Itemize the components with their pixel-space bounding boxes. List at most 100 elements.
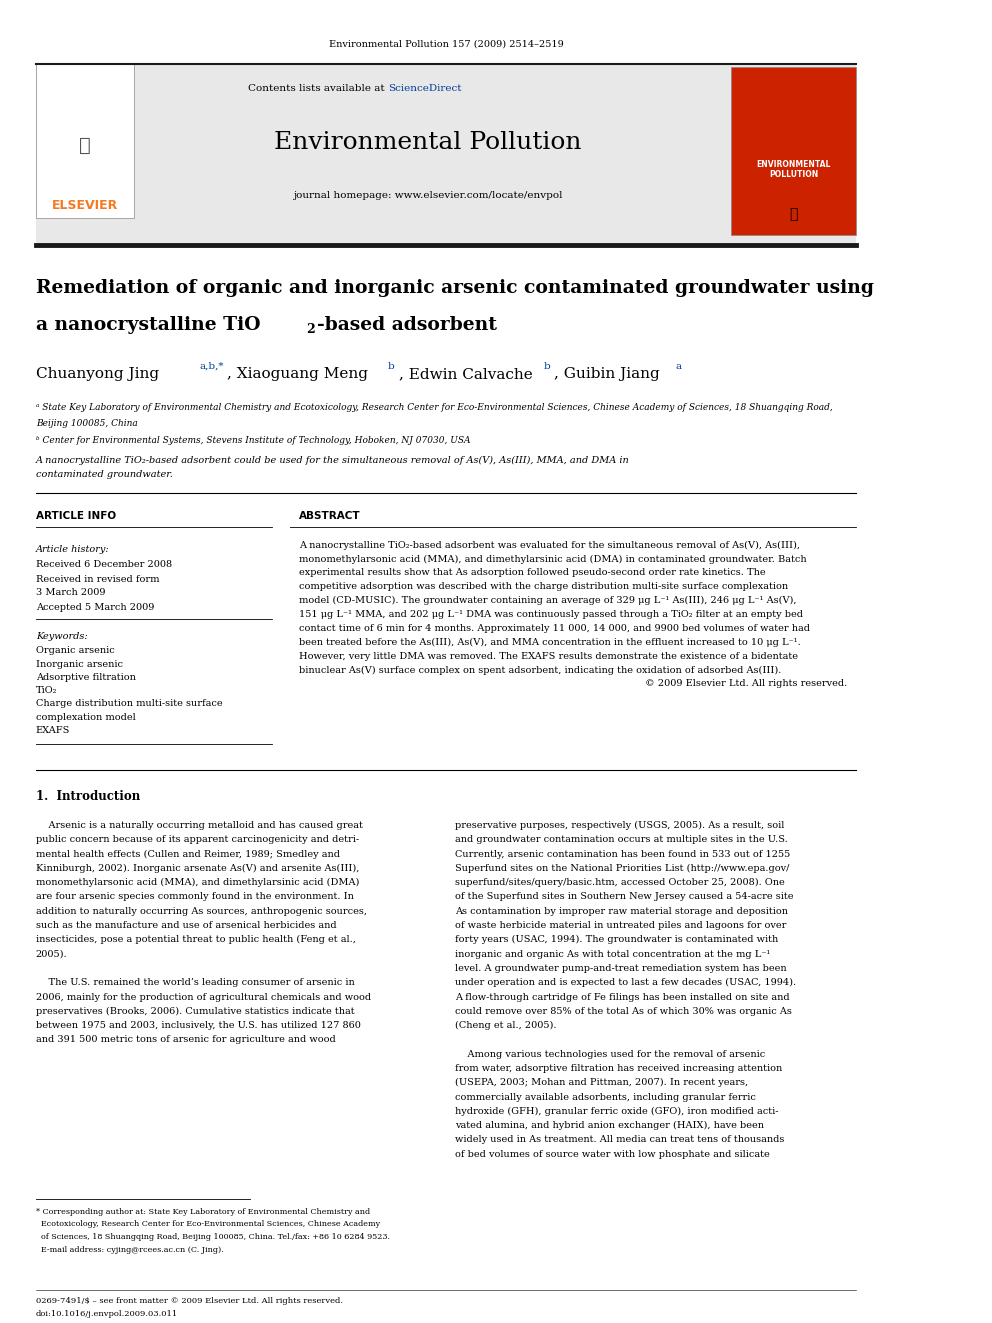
Text: 1.  Introduction: 1. Introduction bbox=[36, 790, 140, 803]
Text: Environmental Pollution: Environmental Pollution bbox=[275, 131, 582, 155]
Text: 🌳: 🌳 bbox=[79, 136, 90, 155]
Text: A nanocrystalline TiO₂-based adsorbent was evaluated for the simultaneous remova: A nanocrystalline TiO₂-based adsorbent w… bbox=[299, 541, 800, 549]
Text: preservative purposes, respectively (USGS, 2005). As a result, soil: preservative purposes, respectively (USG… bbox=[455, 822, 785, 830]
Text: Charge distribution multi-site surface: Charge distribution multi-site surface bbox=[36, 700, 222, 708]
Text: ELSEVIER: ELSEVIER bbox=[52, 198, 118, 212]
Text: experimental results show that As adsorption followed pseudo-second order rate k: experimental results show that As adsorp… bbox=[299, 569, 766, 577]
Text: preservatives (Brooks, 2006). Cumulative statistics indicate that: preservatives (Brooks, 2006). Cumulative… bbox=[36, 1007, 354, 1016]
Text: , Edwin Calvache: , Edwin Calvache bbox=[399, 368, 533, 381]
Text: contact time of 6 min for 4 months. Approximately 11 000, 14 000, and 9900 bed v: contact time of 6 min for 4 months. Appr… bbox=[299, 624, 809, 632]
Text: are four arsenic species commonly found in the environment. In: are four arsenic species commonly found … bbox=[36, 893, 353, 901]
Text: Received 6 December 2008: Received 6 December 2008 bbox=[36, 561, 172, 569]
Text: ᵇ Center for Environmental Systems, Stevens Institute of Technology, Hoboken, NJ: ᵇ Center for Environmental Systems, Stev… bbox=[36, 437, 470, 445]
Text: Arsenic is a naturally occurring metalloid and has caused great: Arsenic is a naturally occurring metallo… bbox=[36, 822, 362, 830]
Text: Article history:: Article history: bbox=[36, 545, 109, 553]
Text: been treated before the As(III), As(V), and MMA concentration in the effluent in: been treated before the As(III), As(V), … bbox=[299, 638, 801, 647]
Text: The U.S. remained the world’s leading consumer of arsenic in: The U.S. remained the world’s leading co… bbox=[36, 978, 354, 987]
Text: -based adsorbent: -based adsorbent bbox=[316, 316, 497, 335]
Text: could remove over 85% of the total As of which 30% was organic As: could remove over 85% of the total As of… bbox=[455, 1007, 792, 1016]
Text: 151 μg L⁻¹ MMA, and 202 μg L⁻¹ DMA was continuously passed through a TiO₂ filter: 151 μg L⁻¹ MMA, and 202 μg L⁻¹ DMA was c… bbox=[299, 610, 803, 619]
Text: contaminated groundwater.: contaminated groundwater. bbox=[36, 471, 173, 479]
Bar bbox=[36, 64, 134, 218]
Bar bbox=[731, 67, 856, 235]
Text: forty years (USAC, 1994). The groundwater is contaminated with: forty years (USAC, 1994). The groundwate… bbox=[455, 935, 778, 945]
Text: As contamination by improper raw material storage and deposition: As contamination by improper raw materia… bbox=[455, 906, 788, 916]
Text: However, very little DMA was removed. The EXAFS results demonstrate the existenc: However, very little DMA was removed. Th… bbox=[299, 652, 798, 660]
Text: Currently, arsenic contamination has been found in 533 out of 1255: Currently, arsenic contamination has bee… bbox=[455, 849, 791, 859]
Text: * Corresponding author at: State Key Laboratory of Environmental Chemistry and: * Corresponding author at: State Key Lab… bbox=[36, 1208, 370, 1216]
Text: Among various technologies used for the removal of arsenic: Among various technologies used for the … bbox=[455, 1049, 765, 1058]
Text: 2006, mainly for the production of agricultural chemicals and wood: 2006, mainly for the production of agric… bbox=[36, 992, 371, 1002]
Text: Kinniburgh, 2002). Inorganic arsenate As(V) and arsenite As(III),: Kinniburgh, 2002). Inorganic arsenate As… bbox=[36, 864, 359, 873]
Text: 3 March 2009: 3 March 2009 bbox=[36, 589, 105, 597]
Text: Keywords:: Keywords: bbox=[36, 632, 87, 640]
Text: Chuanyong Jing: Chuanyong Jing bbox=[36, 368, 159, 381]
Text: doi:10.1016/j.envpol.2009.03.011: doi:10.1016/j.envpol.2009.03.011 bbox=[36, 1310, 178, 1318]
Text: a,b,*: a,b,* bbox=[199, 363, 224, 370]
Text: a: a bbox=[676, 363, 682, 370]
Text: ABSTRACT: ABSTRACT bbox=[299, 511, 360, 521]
Text: 2: 2 bbox=[306, 323, 314, 336]
Text: competitive adsorption was described with the charge distribution multi-site sur: competitive adsorption was described wit… bbox=[299, 582, 788, 591]
Text: and groundwater contamination occurs at multiple sites in the U.S.: and groundwater contamination occurs at … bbox=[455, 835, 788, 844]
Text: model (CD-MUSIC). The groundwater containing an average of 329 μg L⁻¹ As(III), 2: model (CD-MUSIC). The groundwater contai… bbox=[299, 597, 797, 605]
Text: journal homepage: www.elsevier.com/locate/envpol: journal homepage: www.elsevier.com/locat… bbox=[294, 192, 562, 200]
Text: TiO₂: TiO₂ bbox=[36, 687, 58, 695]
Text: of bed volumes of source water with low phosphate and silicate: of bed volumes of source water with low … bbox=[455, 1150, 770, 1159]
Text: Contents lists available at: Contents lists available at bbox=[248, 85, 388, 93]
Text: b: b bbox=[388, 363, 395, 370]
Text: © 2009 Elsevier Ltd. All rights reserved.: © 2009 Elsevier Ltd. All rights reserved… bbox=[645, 680, 847, 688]
Text: Inorganic arsenic: Inorganic arsenic bbox=[36, 660, 123, 668]
Text: ScienceDirect: ScienceDirect bbox=[388, 85, 461, 93]
Text: ᵃ State Key Laboratory of Environmental Chemistry and Ecotoxicology, Research Ce: ᵃ State Key Laboratory of Environmental … bbox=[36, 404, 832, 411]
Text: complexation model: complexation model bbox=[36, 713, 136, 721]
Text: hydroxide (GFH), granular ferric oxide (GFO), iron modified acti-: hydroxide (GFH), granular ferric oxide (… bbox=[455, 1107, 779, 1115]
Text: Adsorptive filtration: Adsorptive filtration bbox=[36, 673, 136, 681]
Text: 0269-7491/$ – see front matter © 2009 Elsevier Ltd. All rights reserved.: 0269-7491/$ – see front matter © 2009 El… bbox=[36, 1297, 342, 1304]
Text: 2005).: 2005). bbox=[36, 950, 67, 959]
Text: Ecotoxicology, Research Center for Eco-Environmental Sciences, Chinese Academy: Ecotoxicology, Research Center for Eco-E… bbox=[36, 1220, 380, 1229]
Text: ENVIRONMENTAL
POLLUTION: ENVIRONMENTAL POLLUTION bbox=[757, 160, 831, 179]
Text: A nanocrystalline TiO₂-based adsorbent could be used for the simultaneous remova: A nanocrystalline TiO₂-based adsorbent c… bbox=[36, 456, 630, 464]
Text: monomethylarsonic acid (MMA), and dimethylarsinic acid (DMA): monomethylarsonic acid (MMA), and dimeth… bbox=[36, 878, 359, 888]
Text: (Cheng et al., 2005).: (Cheng et al., 2005). bbox=[455, 1021, 557, 1031]
Text: vated alumina, and hybrid anion exchanger (HAIX), have been: vated alumina, and hybrid anion exchange… bbox=[455, 1121, 764, 1130]
Text: and 391 500 metric tons of arsenic for agriculture and wood: and 391 500 metric tons of arsenic for a… bbox=[36, 1036, 335, 1044]
Text: a nanocrystalline TiO: a nanocrystalline TiO bbox=[36, 316, 260, 335]
Text: mental health effects (Cullen and Reimer, 1989; Smedley and: mental health effects (Cullen and Reimer… bbox=[36, 849, 339, 859]
Text: , Xiaoguang Meng: , Xiaoguang Meng bbox=[226, 368, 368, 381]
Text: public concern because of its apparent carcinogenicity and detri-: public concern because of its apparent c… bbox=[36, 835, 359, 844]
Text: under operation and is expected to last a few decades (USAC, 1994).: under operation and is expected to last … bbox=[455, 978, 796, 987]
Text: Superfund sites on the National Priorities List (http://www.epa.gov/: Superfund sites on the National Prioriti… bbox=[455, 864, 790, 873]
Text: of waste herbicide material in untreated piles and lagoons for over: of waste herbicide material in untreated… bbox=[455, 921, 787, 930]
Text: 🌍: 🌍 bbox=[790, 208, 799, 221]
Text: monomethylarsonic acid (MMA), and dimethylarsinic acid (DMA) in contaminated gro: monomethylarsonic acid (MMA), and dimeth… bbox=[299, 554, 806, 564]
Text: level. A groundwater pump-and-treat remediation system has been: level. A groundwater pump-and-treat reme… bbox=[455, 964, 787, 972]
Text: (USEPA, 2003; Mohan and Pittman, 2007). In recent years,: (USEPA, 2003; Mohan and Pittman, 2007). … bbox=[455, 1078, 748, 1088]
Text: Remediation of organic and inorganic arsenic contaminated groundwater using: Remediation of organic and inorganic ars… bbox=[36, 279, 874, 298]
Text: addition to naturally occurring As sources, anthropogenic sources,: addition to naturally occurring As sourc… bbox=[36, 906, 367, 916]
Text: b: b bbox=[544, 363, 550, 370]
Text: from water, adsorptive filtration has received increasing attention: from water, adsorptive filtration has re… bbox=[455, 1064, 783, 1073]
Bar bbox=[36, 64, 856, 245]
Text: widely used in As treatment. All media can treat tens of thousands: widely used in As treatment. All media c… bbox=[455, 1135, 785, 1144]
Text: A flow-through cartridge of Fe filings has been installed on site and: A flow-through cartridge of Fe filings h… bbox=[455, 992, 790, 1002]
Text: ARTICLE INFO: ARTICLE INFO bbox=[36, 511, 116, 521]
Text: Received in revised form: Received in revised form bbox=[36, 576, 159, 583]
Text: binuclear As(V) surface complex on spent adsorbent, indicating the oxidation of : binuclear As(V) surface complex on spent… bbox=[299, 665, 782, 675]
Text: such as the manufacture and use of arsenical herbicides and: such as the manufacture and use of arsen… bbox=[36, 921, 336, 930]
Text: commercially available adsorbents, including granular ferric: commercially available adsorbents, inclu… bbox=[455, 1093, 756, 1102]
Text: Environmental Pollution 157 (2009) 2514–2519: Environmental Pollution 157 (2009) 2514–… bbox=[328, 40, 563, 48]
Text: Beijing 100085, China: Beijing 100085, China bbox=[36, 419, 138, 427]
Text: Accepted 5 March 2009: Accepted 5 March 2009 bbox=[36, 603, 154, 611]
Text: , Guibin Jiang: , Guibin Jiang bbox=[554, 368, 660, 381]
Text: inorganic and organic As with total concentration at the mg L⁻¹: inorganic and organic As with total conc… bbox=[455, 950, 771, 959]
Text: Organic arsenic: Organic arsenic bbox=[36, 647, 114, 655]
Text: EXAFS: EXAFS bbox=[36, 726, 70, 734]
Text: between 1975 and 2003, inclusively, the U.S. has utilized 127 860: between 1975 and 2003, inclusively, the … bbox=[36, 1021, 360, 1031]
Text: superfund/sites/query/basic.htm, accessed October 25, 2008). One: superfund/sites/query/basic.htm, accesse… bbox=[455, 878, 785, 888]
Text: E-mail address: cyjing@rcees.ac.cn (C. Jing).: E-mail address: cyjing@rcees.ac.cn (C. J… bbox=[36, 1245, 223, 1254]
Text: of Sciences, 18 Shuangqing Road, Beijing 100085, China. Tel./fax: +86 10 6284 95: of Sciences, 18 Shuangqing Road, Beijing… bbox=[36, 1233, 390, 1241]
Text: of the Superfund sites in Southern New Jersey caused a 54-acre site: of the Superfund sites in Southern New J… bbox=[455, 893, 794, 901]
Text: insecticides, pose a potential threat to public health (Feng et al.,: insecticides, pose a potential threat to… bbox=[36, 935, 355, 945]
